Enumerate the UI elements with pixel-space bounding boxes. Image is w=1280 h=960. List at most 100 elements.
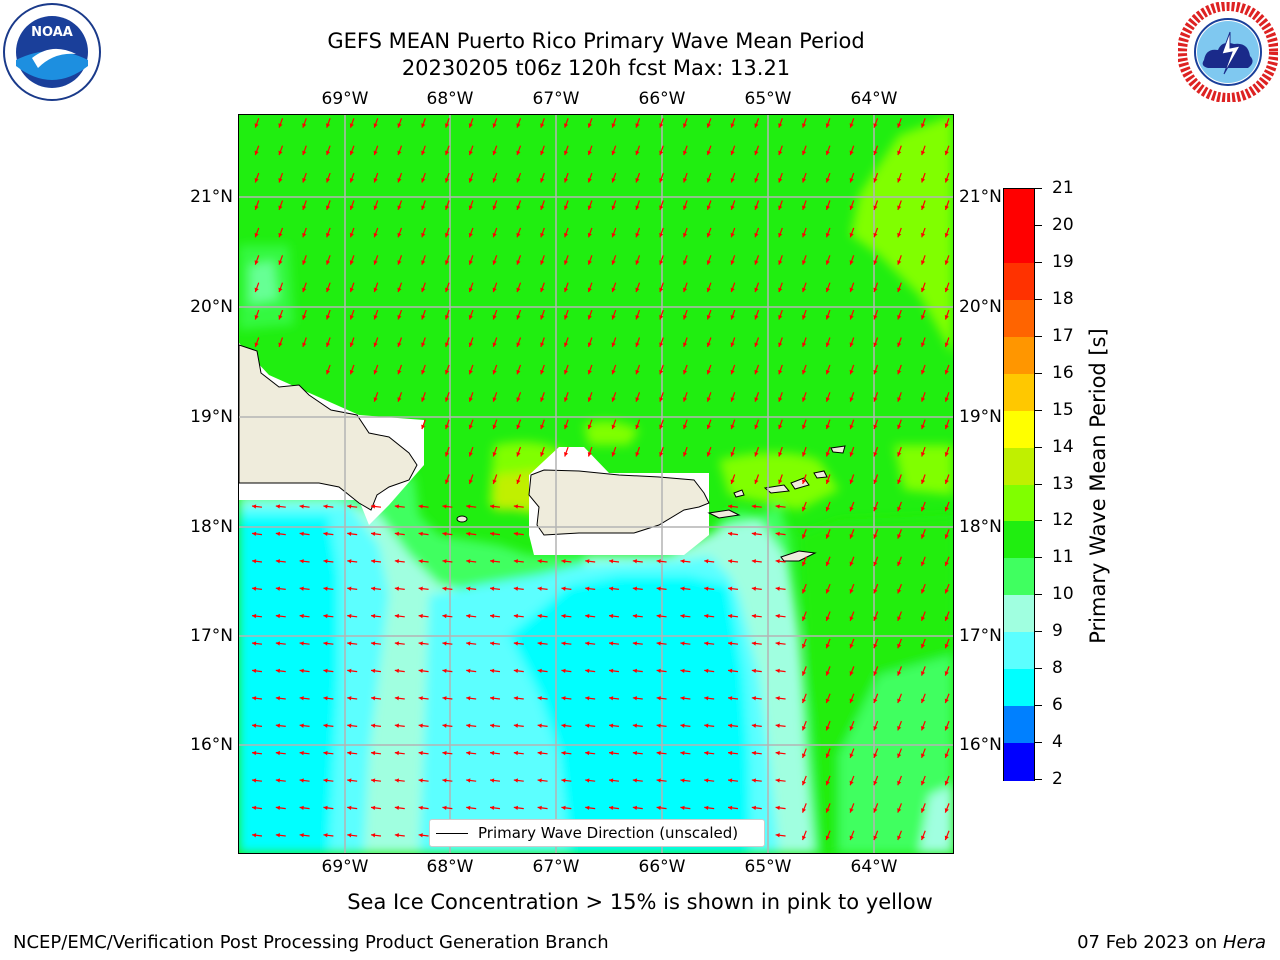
- wave-arrow-head: [418, 586, 423, 591]
- wave-arrow-head: [254, 342, 259, 347]
- wave-arrow-head: [683, 342, 688, 347]
- wave-arrow-head: [418, 641, 423, 646]
- wave-arrow-head: [516, 287, 521, 293]
- puerto-rico-land: [528, 469, 710, 536]
- wave-arrow-head: [371, 723, 376, 728]
- wave-arrow-head: [278, 150, 283, 156]
- colorbar-tick-mark: [1034, 298, 1042, 300]
- lon-tick-top: 66°W: [638, 89, 686, 109]
- colorbar-band: [1004, 299, 1034, 338]
- wave-arrow-head: [754, 260, 759, 265]
- wave-arrow-head: [849, 561, 854, 567]
- wave-arrow-head: [302, 205, 307, 210]
- wave-arrow-head: [490, 613, 495, 619]
- wave-arrow-head: [278, 342, 283, 347]
- wave-arrow-head: [730, 150, 735, 156]
- wave-arrow-head: [302, 315, 307, 320]
- wave-arrow-head: [825, 260, 830, 265]
- noaa-logo-icon: NOAA: [2, 2, 102, 102]
- wave-arrow-head: [921, 123, 926, 128]
- lat-tick-left: 16°N: [190, 735, 233, 755]
- wave-arrow-head: [587, 342, 592, 347]
- wave-arrow-head: [921, 835, 926, 841]
- wave-arrow-head: [659, 232, 664, 238]
- wave-arrow-head: [825, 671, 830, 676]
- wave-arrow-head: [397, 260, 402, 265]
- colorbar-band: [1004, 262, 1034, 301]
- wave-arrow-head: [632, 805, 638, 811]
- wave-arrow-head: [254, 205, 259, 210]
- wave-arrow-head: [921, 698, 926, 704]
- wave-arrow-head: [347, 559, 352, 564]
- wave-arrow-head: [373, 260, 378, 265]
- footer-date-text: 07 Feb 2023 on: [1077, 932, 1223, 953]
- wave-arrow-head: [680, 805, 685, 811]
- wave-arrow-head: [944, 369, 949, 375]
- wave-arrow-head: [468, 178, 473, 183]
- wave-arrow-head: [609, 559, 614, 564]
- wave-arrow-head: [394, 696, 400, 701]
- wave-arrow-head: [299, 668, 304, 674]
- legend: Primary Wave Direction (unscaled): [429, 819, 765, 847]
- wave-arrow-head: [825, 178, 830, 183]
- colorbar-band: [1004, 189, 1034, 227]
- colorbar-tick-mark: [1034, 705, 1042, 707]
- wave-arrow-head: [778, 123, 783, 128]
- wave-arrow-head: [897, 588, 902, 594]
- wave-arrow-head: [873, 534, 878, 539]
- wave-arrow-head: [323, 778, 328, 783]
- wave-arrow-head: [656, 750, 661, 756]
- wave-arrow-head: [299, 504, 304, 509]
- wave-arrow-head: [397, 397, 402, 402]
- wave-arrow-head: [254, 287, 259, 293]
- colorbar-tick-mark: [1034, 631, 1042, 633]
- wave-arrow-head: [873, 753, 878, 758]
- wave-arrow-head: [656, 696, 661, 701]
- wave-arrow-head: [873, 780, 878, 786]
- wave-arrow-head: [516, 123, 521, 128]
- wave-arrow-head: [897, 452, 902, 457]
- wave-arrow-head: [302, 232, 307, 238]
- wave-arrow-head: [445, 369, 450, 375]
- wave-arrow-head: [897, 780, 902, 786]
- wave-arrow-head: [730, 178, 735, 183]
- wave-arrow-head: [323, 559, 328, 564]
- wave-arrow-head: [275, 559, 281, 564]
- wave-arrow-head: [513, 778, 519, 783]
- wave-arrow-head: [349, 232, 354, 238]
- lon-tick-bottom: 64°W: [850, 857, 898, 877]
- wave-arrow-head: [490, 668, 495, 674]
- wave-arrow-head: [513, 805, 519, 811]
- wave-arrow-head: [561, 641, 566, 646]
- wave-arrow-head: [873, 616, 878, 621]
- wave-arrow-head: [873, 205, 878, 210]
- wave-arrow-head: [564, 315, 569, 320]
- wave-arrow-head: [513, 668, 519, 674]
- period-field-9-10: [919, 785, 953, 853]
- wave-arrow-head: [635, 178, 640, 183]
- wave-arrow-head: [944, 287, 949, 293]
- wave-arrow-head: [944, 178, 949, 183]
- lon-tick-bottom: 69°W: [321, 857, 369, 877]
- wave-arrow-head: [778, 424, 783, 430]
- wave-arrow-head: [802, 808, 807, 813]
- wave-arrow-head: [252, 559, 257, 564]
- wave-arrow-head: [349, 315, 354, 320]
- wave-arrow-head: [371, 833, 376, 838]
- wave-arrow-head: [873, 150, 878, 156]
- wave-arrow-head: [323, 723, 328, 728]
- wave-arrow-head: [516, 315, 521, 320]
- wave-arrow-head: [275, 750, 281, 756]
- wave-arrow-head: [751, 778, 757, 783]
- wave-arrow-head: [873, 506, 878, 512]
- wave-arrow-head: [275, 805, 281, 811]
- wave-arrow-head: [825, 205, 830, 210]
- wave-arrow-head: [394, 586, 400, 591]
- wave-arrow-head: [609, 586, 614, 591]
- lat-tick-right: 16°N: [959, 735, 1002, 755]
- wave-arrow-head: [394, 668, 400, 674]
- wave-arrow-head: [540, 232, 545, 238]
- wave-arrow-head: [421, 287, 426, 293]
- wave-arrow-head: [326, 260, 331, 265]
- wave-arrow-head: [680, 559, 685, 564]
